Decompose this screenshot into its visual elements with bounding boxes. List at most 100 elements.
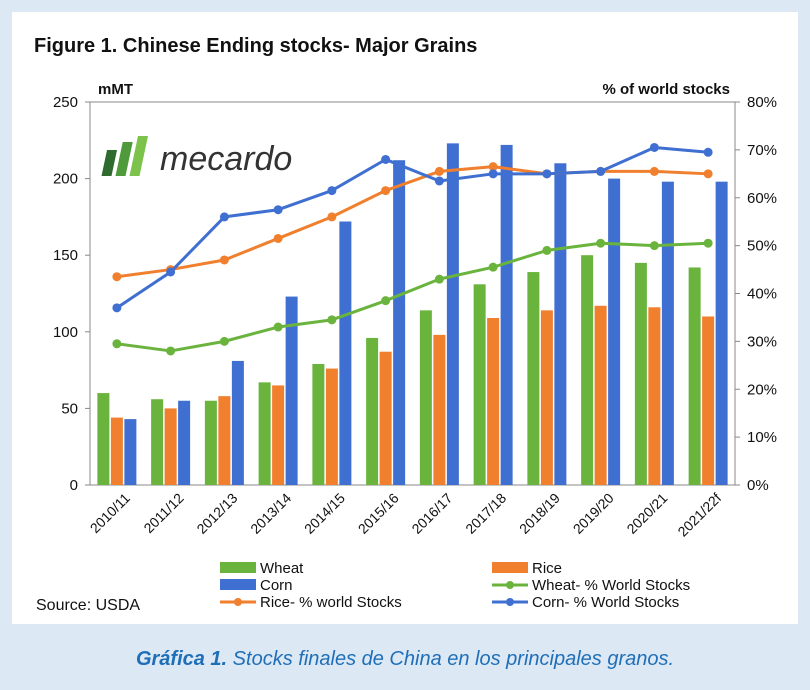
x-tick-label: 2013/14	[247, 490, 294, 537]
line-point-2-2010/11	[112, 303, 122, 313]
line-point-0-2020/21	[649, 241, 659, 251]
chart-title: Figure 1. Chinese Ending stocks- Major G…	[34, 35, 477, 57]
bar-rice-2016/17	[433, 334, 446, 485]
left-tick-label: 200	[53, 171, 78, 188]
line-point-2-2020/21	[649, 142, 659, 152]
line-point-0-2021/22f	[703, 238, 713, 248]
right-tick-label: 60%	[747, 190, 777, 207]
line-point-2-2017/18	[488, 169, 498, 179]
line-point-2-2014/15	[327, 186, 337, 196]
legend-item-3: Wheat- % World Stocks	[492, 577, 690, 594]
line-point-1-2021/22f	[703, 169, 713, 179]
legend-swatch	[220, 579, 256, 590]
bar-corn-2019/20	[608, 178, 621, 485]
bar-wheat-2014/15	[312, 363, 325, 485]
legend-item-0: Wheat	[220, 560, 304, 577]
line-point-2-2013/14	[273, 205, 283, 215]
bar-rice-2015/16	[379, 351, 392, 485]
legend-item-1: Rice	[492, 560, 562, 577]
bar-wheat-2016/17	[419, 310, 432, 485]
bar-wheat-2018/19	[527, 272, 540, 485]
bar-corn-2020/21	[661, 181, 674, 485]
x-tick-label: 2010/11	[87, 490, 134, 537]
line-series-0	[116, 241, 709, 353]
left-tick-label: 0	[70, 477, 78, 494]
left-tick-label: 150	[53, 247, 78, 264]
line-point-1-2014/15	[327, 212, 337, 222]
legend-swatch	[220, 562, 256, 573]
right-tick-label: 80%	[747, 94, 777, 111]
legend-item-2: Corn	[220, 577, 293, 594]
line-point-2-2019/20	[596, 166, 606, 176]
right-tick-label: 20%	[747, 381, 777, 398]
line-point-1-2017/18	[488, 162, 498, 172]
legend-swatch-marker	[506, 598, 514, 606]
right-tick-label: 10%	[747, 429, 777, 446]
line-point-1-2016/17	[434, 166, 444, 176]
x-tick-label: 2017/18	[462, 490, 509, 537]
legend-label: Corn- % World Stocks	[532, 594, 679, 611]
bar-corn-2011/12	[178, 400, 191, 485]
line-point-1-2013/14	[273, 233, 283, 243]
x-tick-label: 2016/17	[408, 490, 455, 537]
right-axis-label: % of world stocks	[602, 81, 730, 98]
legend-swatch-marker	[506, 581, 514, 589]
right-tick-label: 30%	[747, 333, 777, 350]
caption-text: Stocks finales de China en los principal…	[227, 648, 675, 670]
legend-label: Wheat- % World Stocks	[532, 577, 690, 594]
bar-wheat-2019/20	[581, 255, 594, 485]
line-point-0-2011/12	[166, 346, 176, 356]
bar-wheat-2017/18	[473, 284, 486, 485]
line-point-0-2016/17	[434, 274, 444, 284]
caption-label: Gráfica 1.	[135, 648, 228, 670]
legend-label: Wheat	[260, 560, 304, 577]
line-point-0-2017/18	[488, 262, 498, 272]
bar-corn-2010/11	[124, 419, 137, 485]
bar-wheat-2013/14	[258, 382, 271, 485]
bar-wheat-2010/11	[97, 393, 110, 485]
bar-corn-2016/17	[446, 143, 459, 485]
bar-corn-2017/18	[500, 144, 513, 485]
line-series-2	[116, 145, 709, 310]
x-tick-label: 2020/21	[623, 490, 670, 537]
bar-rice-2013/14	[272, 385, 285, 485]
line-point-0-2014/15	[327, 315, 337, 325]
legend-swatch-marker	[234, 598, 242, 606]
bar-rice-2012/13	[218, 396, 231, 485]
legend-item-5: Corn- % World Stocks	[492, 594, 679, 611]
legend-item-4: Rice- % world Stocks	[220, 594, 402, 611]
bar-corn-2013/14	[285, 296, 298, 485]
x-tick-label: 2018/19	[516, 490, 563, 537]
bar-rice-2019/20	[594, 305, 607, 485]
line-point-0-2012/13	[219, 336, 229, 346]
source-note: Source: USDA	[36, 597, 140, 614]
bar-rice-2020/21	[648, 307, 661, 485]
line-point-2-2018/19	[542, 169, 552, 179]
bar-corn-2012/13	[231, 360, 244, 485]
x-tick-label: 2014/15	[301, 490, 348, 537]
bar-rice-2018/19	[540, 310, 553, 485]
bar-corn-2021/22f	[715, 181, 728, 485]
right-tick-label: 0%	[747, 477, 769, 494]
right-tick-label: 70%	[747, 142, 777, 159]
line-point-0-2015/16	[381, 296, 391, 306]
line-point-0-2013/14	[273, 322, 283, 332]
x-tick-label: 2012/13	[193, 490, 240, 537]
left-tick-label: 100	[53, 324, 78, 341]
bar-rice-2017/18	[487, 318, 500, 485]
line-point-1-2012/13	[219, 255, 229, 265]
legend-label: Corn	[260, 577, 293, 594]
right-tick-label: 40%	[747, 286, 777, 303]
left-axis-label: mMT	[98, 81, 133, 98]
line-point-1-2015/16	[381, 186, 391, 196]
line-point-1-2020/21	[649, 166, 659, 176]
line-point-2-2015/16	[381, 154, 391, 164]
mecardo-logo-text: mecardo	[160, 140, 292, 178]
line-point-2-2021/22f	[703, 147, 713, 157]
bar-wheat-2012/13	[204, 400, 217, 485]
left-tick-label: 250	[53, 94, 78, 111]
mecardo-logo: mecardo	[101, 136, 292, 178]
bar-rice-2014/15	[325, 368, 338, 485]
line-point-0-2018/19	[542, 245, 552, 255]
line-series-1	[116, 165, 709, 279]
